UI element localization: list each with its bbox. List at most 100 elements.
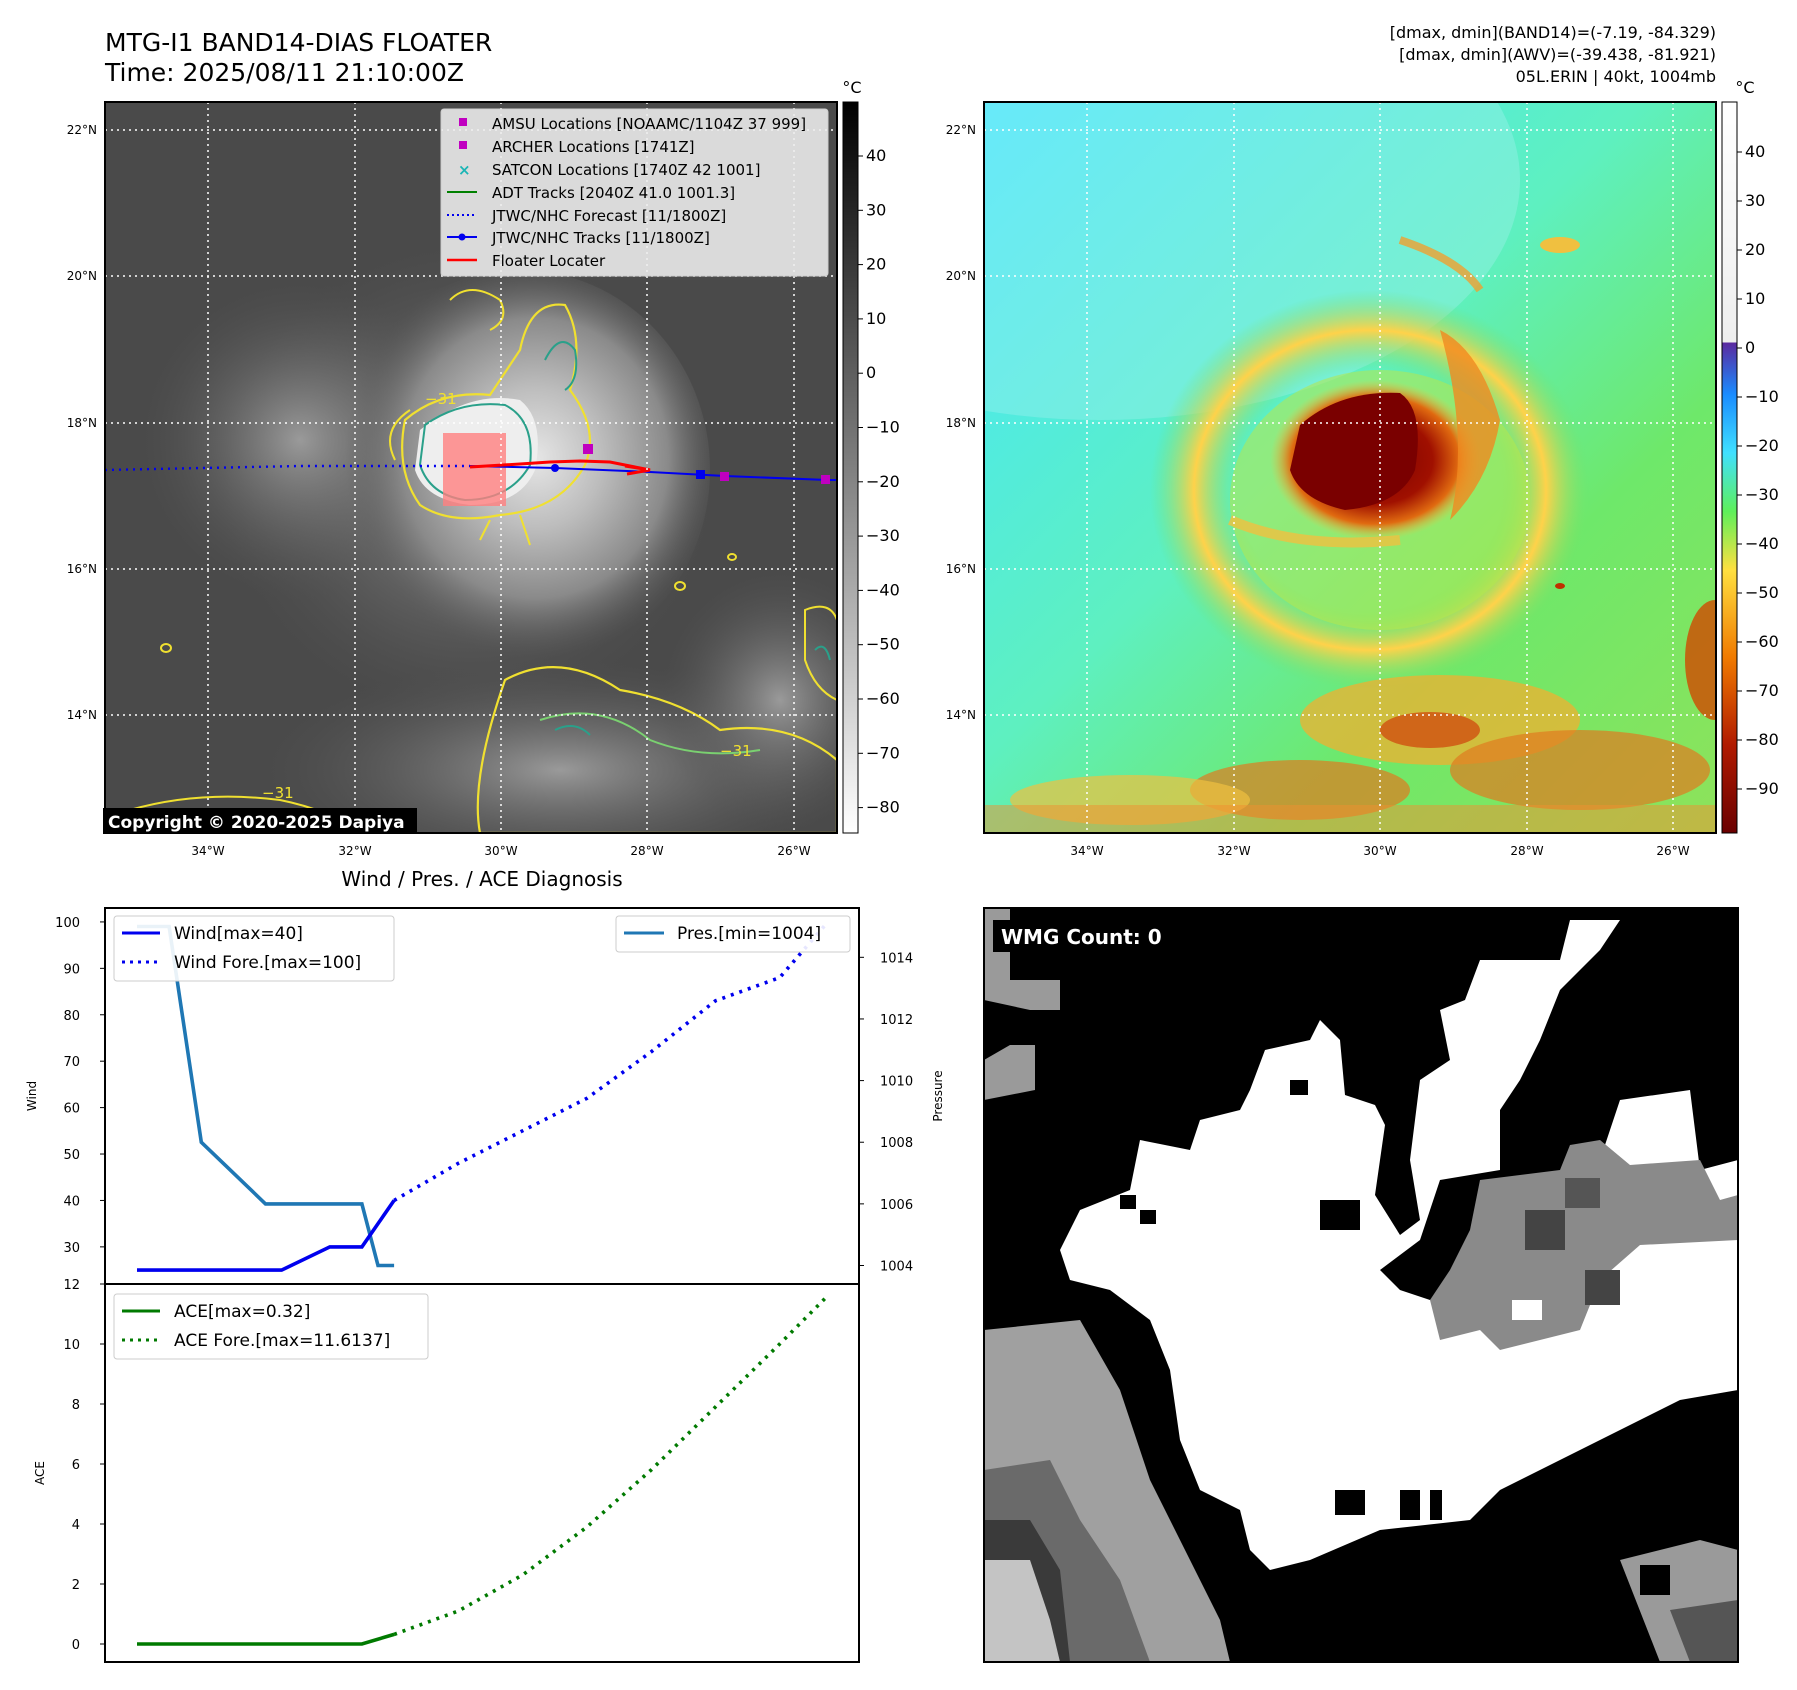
legend-satcon: SATCON Locations [1740Z 42 1001] bbox=[492, 161, 760, 179]
colorbar-tick-label: 40 bbox=[866, 146, 886, 165]
axis-tick-label: 50 bbox=[63, 1148, 80, 1163]
colorbar-tick-label: −40 bbox=[866, 580, 900, 599]
ace-axis-ticks: 0 2 4 6 8 10 12 bbox=[63, 1278, 105, 1653]
ir-legend: AMSU Locations [NOAAMC/1104Z 37 999] ARC… bbox=[440, 108, 829, 277]
ir-colorbar bbox=[842, 101, 859, 834]
copyright-text: Copyright © 2020-2025 Dapiya bbox=[108, 813, 405, 833]
diag-title: Wind / Pres. / ACE Diagnosis bbox=[341, 867, 622, 891]
archer-marker bbox=[720, 472, 729, 481]
contour-label: −31 bbox=[262, 784, 294, 802]
colorbar-tick-label: 10 bbox=[866, 309, 886, 328]
colorbar-tick-label: −50 bbox=[866, 635, 900, 654]
ace-ylabel: ACE bbox=[33, 1461, 47, 1485]
lon-label: 32°W bbox=[338, 844, 371, 858]
colorbar-tick-label: 20 bbox=[1745, 240, 1765, 259]
info-awv: [dmax, dmin](AWV)=(-39.438, -81.921) bbox=[1399, 45, 1716, 64]
awv-colorbar-ticks: 40 30 20 10 0 −10 −20 −30 −40 −50 −60 −70 −80 −90 bbox=[1737, 142, 1779, 798]
ace-series-group bbox=[137, 1294, 830, 1646]
lon-label: 34°W bbox=[1070, 844, 1103, 858]
legend-swatch-amsu bbox=[459, 118, 467, 126]
lon-label: 26°W bbox=[777, 844, 810, 858]
lon-label: 30°W bbox=[484, 844, 517, 858]
colorbar-tick-label: −70 bbox=[866, 743, 900, 762]
lat-label: 14°N bbox=[946, 708, 976, 722]
awv-lat-labels: 22°N 20°N 18°N 16°N 14°N bbox=[946, 123, 976, 722]
lon-label: 28°W bbox=[630, 844, 663, 858]
awv-map-panel bbox=[984, 102, 1716, 833]
lat-label: 18°N bbox=[67, 416, 97, 430]
colorbar-tick-label: −30 bbox=[1745, 485, 1779, 504]
lat-label: 22°N bbox=[946, 123, 976, 137]
ir-lon-labels: 34°W 32°W 30°W 28°W 26°W bbox=[191, 844, 810, 858]
contour-label: −31 bbox=[720, 742, 752, 760]
axis-tick-label: 100 bbox=[55, 916, 80, 931]
legend-ace-fore: ACE Fore.[max=11.6137] bbox=[174, 1331, 390, 1351]
copyright-box bbox=[103, 808, 417, 834]
axis-tick-label: 10 bbox=[63, 1338, 80, 1353]
lat-label: 22°N bbox=[67, 123, 97, 137]
legend-swatch-archer bbox=[459, 141, 467, 149]
awv-gridlines bbox=[984, 102, 1716, 833]
colorbar-tick-label: −50 bbox=[1745, 583, 1779, 602]
lon-label: 32°W bbox=[1217, 844, 1250, 858]
lat-label: 18°N bbox=[946, 416, 976, 430]
lon-label: 30°W bbox=[1363, 844, 1396, 858]
axis-tick-label: 1014 bbox=[880, 951, 913, 966]
floater-box bbox=[443, 433, 506, 506]
colorbar-tick-label: 10 bbox=[1745, 289, 1765, 308]
colorbar-tick-label: −70 bbox=[1745, 681, 1779, 700]
axis-tick-label: 1004 bbox=[880, 1260, 913, 1275]
axis-tick-label: 60 bbox=[63, 1102, 80, 1117]
colorbar-tick-label: −10 bbox=[1745, 387, 1779, 406]
lat-label: 14°N bbox=[67, 708, 97, 722]
awv-map-frame bbox=[983, 101, 1717, 834]
forecast-track bbox=[105, 464, 470, 472]
wind-legend: Wind[max=40] Wind Fore.[max=100] bbox=[113, 915, 395, 982]
colorbar-tick-label: 0 bbox=[866, 363, 876, 382]
axis-tick-label: 12 bbox=[63, 1278, 80, 1293]
info-storm: 05L.ERIN | 40kt, 1004mb bbox=[1516, 67, 1716, 86]
colorbar-tick-label: 0 bbox=[1745, 338, 1755, 357]
colorbar-tick-label: 30 bbox=[1745, 191, 1765, 210]
awv-colorbar bbox=[1721, 101, 1738, 834]
amsu-marker bbox=[583, 444, 593, 454]
axis-tick-label: 70 bbox=[63, 1055, 80, 1070]
wmg-count: WMG Count: 0 bbox=[1001, 925, 1162, 949]
colorbar-tick-label: −80 bbox=[866, 798, 900, 817]
colorbar-tick-label: −80 bbox=[1745, 730, 1779, 749]
lat-label: 20°N bbox=[946, 269, 976, 283]
legend-archer: ARCHER Locations [1741Z] bbox=[492, 138, 695, 156]
contour-label: −31 bbox=[425, 390, 457, 408]
colorbar-tick-label: −60 bbox=[1745, 632, 1779, 651]
figure-title: MTG-I1 BAND14-DIAS FLOATER bbox=[105, 28, 492, 57]
wind-ylabel: Wind bbox=[25, 1081, 39, 1111]
legend-floater: Floater Locater bbox=[492, 252, 606, 270]
colorbar-tick-label: 20 bbox=[866, 255, 886, 274]
legend-pres: Pres.[min=1004] bbox=[677, 924, 821, 944]
info-band14: [dmax, dmin](BAND14)=(-7.19, -84.329) bbox=[1390, 23, 1716, 42]
lon-label: 34°W bbox=[191, 844, 224, 858]
pres-axis-ticks: 1004 1006 1008 1010 1012 1014 bbox=[859, 951, 913, 1275]
awv-colorbar-unit: °C bbox=[1735, 78, 1754, 97]
pres-ylabel: Pressure bbox=[931, 1070, 945, 1121]
axis-tick-label: 1012 bbox=[880, 1013, 913, 1028]
ir-lat-labels: 22°N 20°N 18°N 16°N 14°N bbox=[67, 123, 97, 722]
axis-tick-label: 40 bbox=[63, 1194, 80, 1209]
axis-tick-label: 1010 bbox=[880, 1075, 913, 1090]
colorbar-tick-label: −10 bbox=[866, 418, 900, 437]
axis-tick-label: 1008 bbox=[880, 1136, 913, 1151]
legend-swatch-satcon: × bbox=[458, 161, 471, 179]
ir-colorbar-ticks: 40 30 20 10 0 −10 −20 −30 −40 −50 −60 −70 −80 bbox=[858, 146, 900, 817]
axis-tick-label: 1006 bbox=[880, 1198, 913, 1213]
track-point bbox=[551, 464, 559, 472]
axis-tick-label: 4 bbox=[72, 1518, 80, 1533]
lat-label: 16°N bbox=[946, 562, 976, 576]
colorbar-tick-label: 40 bbox=[1745, 142, 1765, 161]
wmg-count-box bbox=[993, 920, 1167, 952]
wind-axis-ticks: 30 40 50 60 70 80 90 100 bbox=[55, 916, 105, 1256]
axis-tick-label: 90 bbox=[63, 962, 80, 977]
colorbar-tick-label: −30 bbox=[866, 526, 900, 545]
axis-tick-label: 30 bbox=[63, 1241, 80, 1256]
legend-tracks: JTWC/NHC Tracks [11/1800Z] bbox=[491, 229, 710, 247]
